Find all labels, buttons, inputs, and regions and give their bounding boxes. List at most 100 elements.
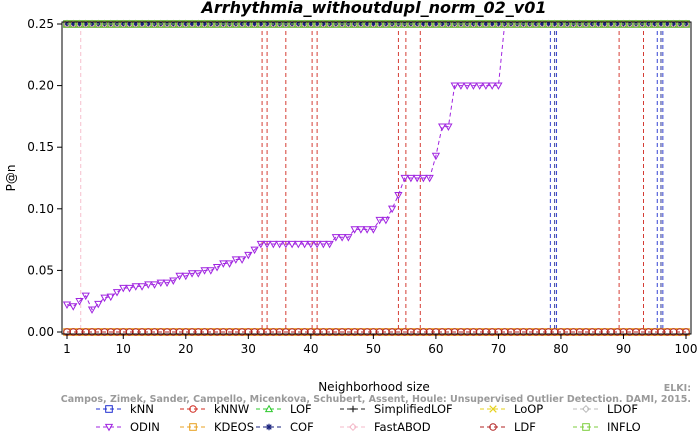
point-odin-37 bbox=[287, 240, 297, 249]
point-odin-7 bbox=[100, 294, 109, 303]
point-odin-21 bbox=[187, 270, 197, 278]
x-tick-label-8: 80 bbox=[553, 342, 568, 356]
legend-marker-loop bbox=[489, 405, 497, 413]
point-odin-50 bbox=[369, 226, 378, 234]
watermark-line1: ELKI: bbox=[664, 383, 691, 394]
point-odin-66 bbox=[469, 82, 478, 90]
x-tick-label-0: 1 bbox=[63, 342, 71, 356]
legend-item-knnw: kNNW bbox=[180, 402, 249, 416]
point-odin-5 bbox=[87, 306, 97, 314]
point-cof-87 bbox=[601, 20, 609, 28]
point-cof-3 bbox=[76, 20, 83, 28]
point-odin-49 bbox=[362, 226, 372, 234]
plot-frame bbox=[61, 21, 692, 335]
point-cof-32 bbox=[257, 20, 265, 28]
series-inflo bbox=[63, 20, 690, 28]
point-odin-64 bbox=[456, 82, 466, 90]
legend-marker-knn bbox=[105, 405, 113, 413]
point-odin-11 bbox=[125, 284, 134, 293]
point-cof-95 bbox=[651, 20, 659, 28]
legend-label-ldf: LDF bbox=[514, 420, 536, 434]
legend-label-loop: LoOP bbox=[514, 402, 543, 416]
legend-item-knn: kNN bbox=[96, 402, 154, 416]
point-cof-21 bbox=[188, 20, 196, 28]
x-tick-label-6: 60 bbox=[428, 342, 443, 356]
y-axis: 0.00 0.05 0.10 0.15 0.20 0.25 bbox=[27, 17, 62, 339]
y-axis-label: P@n bbox=[4, 165, 18, 192]
point-cof-41 bbox=[313, 20, 321, 28]
legend-marker-ldf bbox=[489, 423, 497, 431]
point-cof-89 bbox=[613, 20, 621, 28]
point-odin-44 bbox=[331, 234, 341, 242]
legend-marker-inflo bbox=[582, 423, 590, 431]
point-odin-1 bbox=[62, 301, 72, 309]
y-tick-label-0: 0.00 bbox=[27, 325, 54, 339]
point-odin-13 bbox=[137, 283, 147, 291]
point-odin-70 bbox=[494, 82, 503, 90]
point-cof-5 bbox=[88, 20, 96, 28]
point-odin-58 bbox=[419, 174, 428, 183]
legend-label-knn: kNN bbox=[130, 402, 154, 416]
point-cof-2 bbox=[69, 20, 77, 28]
point-cof-97 bbox=[663, 20, 671, 28]
point-odin-32 bbox=[256, 240, 265, 249]
point-odin-51 bbox=[375, 216, 384, 225]
point-odin-46 bbox=[344, 234, 353, 242]
x-tick-label-2: 20 bbox=[178, 342, 193, 356]
point-cof-22 bbox=[195, 20, 202, 28]
legend-item-ldf: LDF bbox=[480, 420, 536, 434]
point-odin-33 bbox=[262, 240, 272, 249]
point-odin-48 bbox=[356, 226, 366, 234]
point-cof-23 bbox=[201, 20, 208, 28]
legend-marker-ldof bbox=[581, 404, 591, 414]
legend-marker-knnw bbox=[189, 405, 197, 413]
point-odin-14 bbox=[144, 281, 153, 289]
legend-item-cof: COF bbox=[256, 420, 314, 434]
point-odin-29 bbox=[237, 256, 247, 264]
point-cof-69 bbox=[488, 20, 496, 28]
x-tick-label-7: 70 bbox=[491, 342, 506, 356]
legend: kNN kNNW LOF SimplifiedLOF LoOP LDOF ODIN KDEOS… bbox=[96, 402, 641, 434]
legend-item-ldof: LDOF bbox=[573, 402, 638, 416]
legend-label-cof: COF bbox=[290, 420, 314, 434]
legend-marker-odin bbox=[104, 423, 114, 432]
point-cof-51 bbox=[376, 20, 383, 28]
point-odin-65 bbox=[463, 82, 472, 90]
point-cof-13 bbox=[138, 20, 146, 28]
point-cof-50 bbox=[370, 20, 377, 28]
legend-label-knnw: kNNW bbox=[214, 402, 249, 416]
point-odin-53 bbox=[387, 205, 397, 214]
point-cof-33 bbox=[263, 20, 271, 28]
point-cof-4 bbox=[82, 20, 90, 28]
x-tick-label-10: 100 bbox=[675, 342, 698, 356]
point-odin-57 bbox=[412, 174, 422, 183]
legend-marker-lof bbox=[264, 404, 274, 413]
legend-item-simplifiedlof: SimplifiedLOF bbox=[340, 402, 453, 416]
point-cof-42 bbox=[320, 20, 327, 28]
point-odin-22 bbox=[194, 270, 203, 278]
point-odin-35 bbox=[275, 240, 284, 249]
chart-title: Arrhythmia_withoutdupl_norm_02_v01 bbox=[200, 0, 547, 17]
point-cof-11 bbox=[126, 20, 133, 28]
x-tick-label-4: 40 bbox=[303, 342, 318, 356]
point-odin-42 bbox=[319, 240, 328, 249]
legend-item-kdeos: KDEOS bbox=[180, 420, 254, 434]
x-tick-label-1: 10 bbox=[116, 342, 131, 356]
point-odin-47 bbox=[350, 226, 359, 234]
point-cof-96 bbox=[657, 20, 665, 28]
point-cof-58 bbox=[420, 20, 427, 28]
point-cof-70 bbox=[495, 20, 502, 28]
point-cof-14 bbox=[144, 20, 152, 28]
point-odin-55 bbox=[400, 174, 409, 183]
point-odin-38 bbox=[294, 240, 303, 249]
point-odin-31 bbox=[250, 246, 259, 255]
point-odin-56 bbox=[406, 174, 416, 183]
point-odin-24 bbox=[206, 267, 215, 275]
point-cof-79 bbox=[551, 20, 558, 28]
legend-label-ldof: LDOF bbox=[607, 402, 638, 416]
point-cof-48 bbox=[357, 20, 365, 28]
point-odin-43 bbox=[325, 240, 334, 249]
point-cof-88 bbox=[607, 20, 615, 28]
